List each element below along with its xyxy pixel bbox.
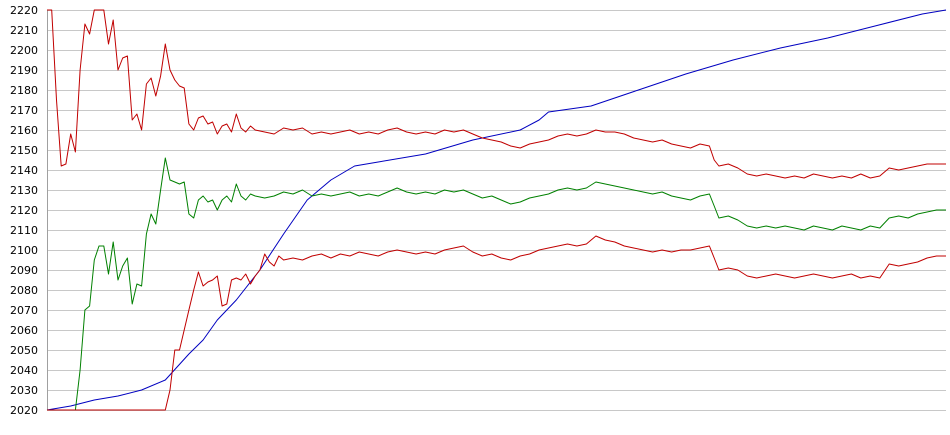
series-line-1 [46,9,947,411]
series-line-3 [47,157,946,411]
y-tick-label: 2030 [10,384,38,397]
y-tick-label: 2060 [10,324,38,337]
y-tick-label: 2040 [10,364,38,377]
y-tick-label: 2130 [10,184,38,197]
y-tick-label: 2220 [10,4,38,17]
y-tick-label: 2050 [10,344,38,357]
y-tick-label: 2180 [10,84,38,97]
series-line-4 [47,235,946,411]
y-tick-label: 2160 [10,124,38,137]
y-tick-label: 2140 [10,164,38,177]
y-tick-label: 2190 [10,64,38,77]
grid-lines [47,10,946,411]
y-tick-label: 2020 [10,404,38,417]
y-tick-label: 2080 [10,284,38,297]
y-axis-tick-labels: 2020 2030 2040 2050 2060 2070 2080 2090 2100 2110… [10,4,38,417]
y-tick-label: 2200 [10,44,38,57]
series-lines [46,9,947,411]
y-tick-label: 2170 [10,104,38,117]
series-line-2 [47,9,946,179]
y-tick-label: 2150 [10,144,38,157]
y-tick-label: 2100 [10,244,38,257]
y-tick-label: 2090 [10,264,38,277]
y-tick-label: 2110 [10,224,38,237]
y-tick-label: 2210 [10,24,38,37]
y-tick-label: 2120 [10,204,38,217]
y-tick-label: 2070 [10,304,38,317]
